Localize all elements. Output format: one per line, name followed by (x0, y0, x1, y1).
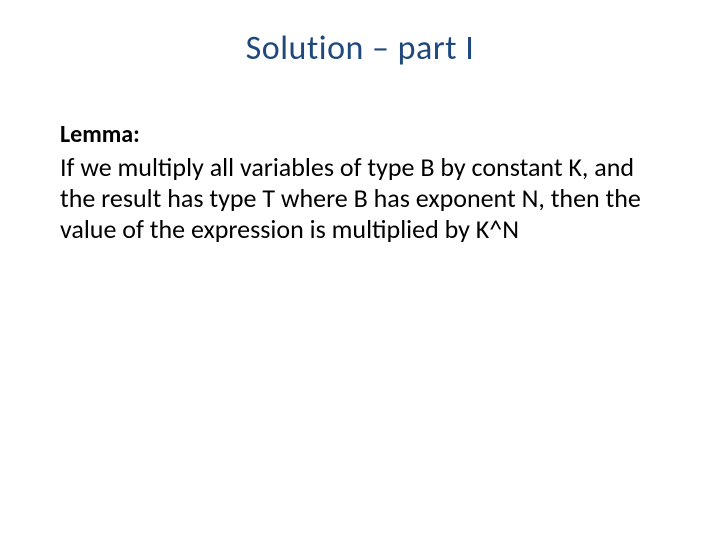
lemma-label: Lemma: (60, 120, 140, 149)
lemma-body: If we multiply all variables of type B b… (60, 152, 660, 246)
title-text: Solution – part I (246, 28, 475, 69)
slide: Solution – part I Lemma: If we multiply … (0, 0, 720, 540)
slide-title: Solution – part I (0, 28, 720, 69)
